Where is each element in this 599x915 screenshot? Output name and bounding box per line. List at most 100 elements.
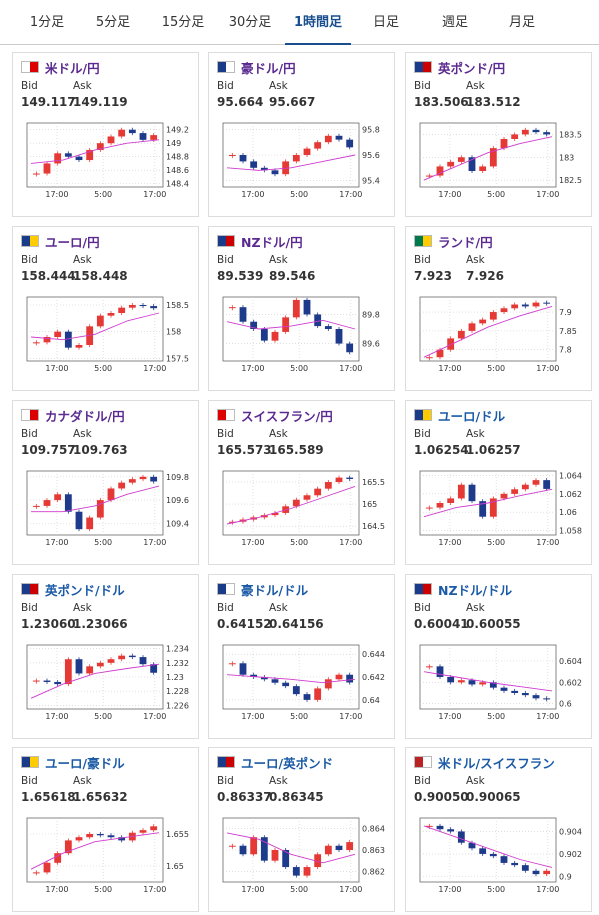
candle bbox=[282, 317, 290, 332]
candle bbox=[511, 134, 519, 139]
rate-card[interactable]: ランド/円 Bid Ask 7.923 7.926 7.9 7.85 7.8 17:00 5:00… bbox=[405, 226, 592, 391]
pair-name[interactable]: 英ポンド/ドル bbox=[45, 583, 125, 598]
candle bbox=[457, 484, 465, 499]
candle bbox=[271, 512, 279, 516]
candle bbox=[479, 682, 487, 685]
candle bbox=[314, 854, 322, 868]
candle bbox=[521, 484, 529, 490]
x-tick-label: 5:00 bbox=[94, 364, 112, 373]
pair-name[interactable]: ランド/円 bbox=[438, 235, 493, 250]
flag-icon bbox=[414, 409, 432, 421]
pair-name[interactable]: ユーロ/円 bbox=[45, 235, 100, 250]
x-tick-label: 5:00 bbox=[487, 712, 505, 721]
candle bbox=[128, 305, 136, 308]
candle bbox=[250, 837, 258, 855]
y-tick-label: 183 bbox=[559, 153, 574, 162]
x-tick-label: 5:00 bbox=[94, 885, 112, 894]
pair-name[interactable]: NZドル/円 bbox=[241, 235, 303, 250]
y-tick-label: 1.058 bbox=[559, 526, 582, 535]
timeframe-tab[interactable]: 週足 bbox=[441, 15, 468, 30]
candle bbox=[543, 302, 551, 304]
rate-card[interactable]: ユーロ/ドル Bid Ask 1.06254 1.06257 1.064 1.062 1.06… bbox=[405, 400, 592, 565]
pair-name[interactable]: ユーロ/ドル bbox=[438, 409, 506, 424]
pair-name[interactable]: NZドル/ドル bbox=[438, 583, 513, 598]
x-tick-label: 17:00 bbox=[45, 712, 68, 721]
timeframe-tab[interactable]: 15分足 bbox=[161, 15, 205, 30]
rate-card[interactable]: ユーロ/豪ドル Bid Ask 1.65618 1.65632 1.655 1.65 17:0… bbox=[12, 747, 199, 912]
candle bbox=[292, 499, 300, 507]
timeframe-tab[interactable]: 月足 bbox=[508, 15, 535, 30]
ask-label: Ask bbox=[73, 775, 92, 787]
candle bbox=[96, 315, 104, 327]
flag-icon bbox=[21, 756, 39, 768]
ask-label: Ask bbox=[466, 254, 485, 266]
candle bbox=[128, 129, 136, 134]
ask-value: 109.763 bbox=[73, 443, 128, 457]
pair-name[interactable]: ユーロ/豪ドル bbox=[45, 756, 125, 771]
ask-value: 95.667 bbox=[269, 95, 316, 109]
rate-card[interactable]: スイスフラン/円 Bid Ask 165.573 165.589 165.5 165 164.… bbox=[208, 400, 395, 565]
rate-card[interactable]: NZドル/ドル Bid Ask 0.60041 0.60055 0.604 0.602 0.6… bbox=[405, 574, 592, 739]
ask-value: 89.546 bbox=[269, 269, 316, 283]
candle bbox=[64, 331, 72, 348]
rate-card[interactable]: 英ポンド/ドル Bid Ask 1.23060 1.23066 1.234 1.232 1.2… bbox=[12, 574, 199, 739]
timeframe-tab[interactable]: 1時間足 bbox=[285, 0, 351, 45]
candle bbox=[521, 865, 529, 871]
y-tick-label: 158.5 bbox=[166, 301, 189, 310]
pair-name[interactable]: スイスフラン/円 bbox=[241, 409, 333, 424]
x-tick-label: 17:00 bbox=[241, 885, 264, 894]
rate-card[interactable]: 米ドル/スイスフラン Bid Ask 0.90050 0.90065 0.904 0.902… bbox=[405, 747, 592, 912]
bid-value: 89.539 bbox=[217, 269, 264, 283]
y-tick-label: 148.8 bbox=[166, 153, 189, 162]
candle bbox=[489, 498, 497, 517]
candle bbox=[511, 304, 519, 309]
x-tick-label: 17:00 bbox=[45, 538, 68, 547]
x-tick-label: 17:00 bbox=[339, 885, 362, 894]
y-tick-label: 109.4 bbox=[166, 519, 189, 528]
rate-card[interactable]: カナダドル/円 Bid Ask 109.757 109.763 109.8 109.6 109… bbox=[12, 400, 199, 565]
timeframe-tab[interactable]: 日足 bbox=[372, 15, 399, 30]
candle bbox=[500, 856, 508, 863]
timeframe-tab[interactable]: 5分足 bbox=[95, 15, 131, 30]
mini-chart: 109.8 109.6 109.4 17:00 5:00 17:00 bbox=[26, 470, 189, 547]
rate-card[interactable]: ユーロ/英ポンド Bid Ask 0.86337 0.86345 0.864 0.863 0.… bbox=[208, 747, 395, 912]
x-tick-label: 17:00 bbox=[536, 885, 559, 894]
x-tick-label: 5:00 bbox=[487, 364, 505, 373]
candle bbox=[324, 135, 332, 143]
ask-value: 0.90065 bbox=[466, 790, 521, 804]
x-tick-label: 17:00 bbox=[438, 712, 461, 721]
candle bbox=[292, 299, 300, 318]
rate-card[interactable]: 豪ドル/円 Bid Ask 95.664 95.667 95.8 95.6 95.4 17:00… bbox=[208, 52, 395, 217]
rate-card[interactable]: ユーロ/円 Bid Ask 158.444 158.448 158.5 158 157.5 17… bbox=[12, 226, 199, 391]
ask-label: Ask bbox=[466, 602, 485, 614]
candle bbox=[64, 494, 72, 512]
pair-name[interactable]: ユーロ/英ポンド bbox=[241, 756, 334, 771]
rate-card[interactable]: 豪ドル/ドル Bid Ask 0.64152 0.64156 0.644 0.642 0.64… bbox=[208, 574, 395, 739]
timeframe-tab[interactable]: 1分足 bbox=[29, 15, 65, 30]
pair-name[interactable]: 豪ドル/円 bbox=[241, 61, 296, 76]
y-tick-label: 89.8 bbox=[362, 310, 380, 319]
timeframe-tab[interactable]: 30分足 bbox=[228, 15, 272, 30]
rate-card[interactable]: 英ポンド/円 Bid Ask 183.506 183.512 183.5 183 182.5 1… bbox=[405, 52, 592, 217]
pair-name[interactable]: 米ドル/円 bbox=[45, 61, 100, 76]
rate-card[interactable]: NZドル/円 Bid Ask 89.539 89.546 89.8 89.6 17:00 5:0… bbox=[208, 226, 395, 391]
pair-name[interactable]: 英ポンド/円 bbox=[438, 61, 506, 76]
candle bbox=[521, 693, 529, 696]
candle bbox=[457, 680, 465, 683]
pair-name[interactable]: カナダドル/円 bbox=[45, 409, 125, 424]
y-tick-label: 183.5 bbox=[559, 130, 582, 139]
mini-chart: 1.655 1.65 17:00 5:00 17:00 bbox=[26, 817, 189, 894]
candle bbox=[346, 343, 354, 353]
rate-card[interactable]: 米ドル/円 Bid Ask 149.117 149.119 149.2 149 148.8 14… bbox=[12, 52, 199, 217]
x-tick-label: 5:00 bbox=[487, 885, 505, 894]
mini-chart: 89.8 89.6 17:00 5:00 17:00 bbox=[222, 296, 380, 373]
x-tick-label: 17:00 bbox=[438, 190, 461, 199]
plot-frame bbox=[26, 644, 164, 710]
pair-name[interactable]: 豪ドル/ドル bbox=[241, 583, 309, 598]
candle bbox=[32, 872, 40, 874]
mini-chart: 7.97.857.817:00 5:00 17:00 bbox=[419, 296, 577, 373]
pair-name[interactable]: 米ドル/スイスフラン bbox=[438, 756, 555, 771]
